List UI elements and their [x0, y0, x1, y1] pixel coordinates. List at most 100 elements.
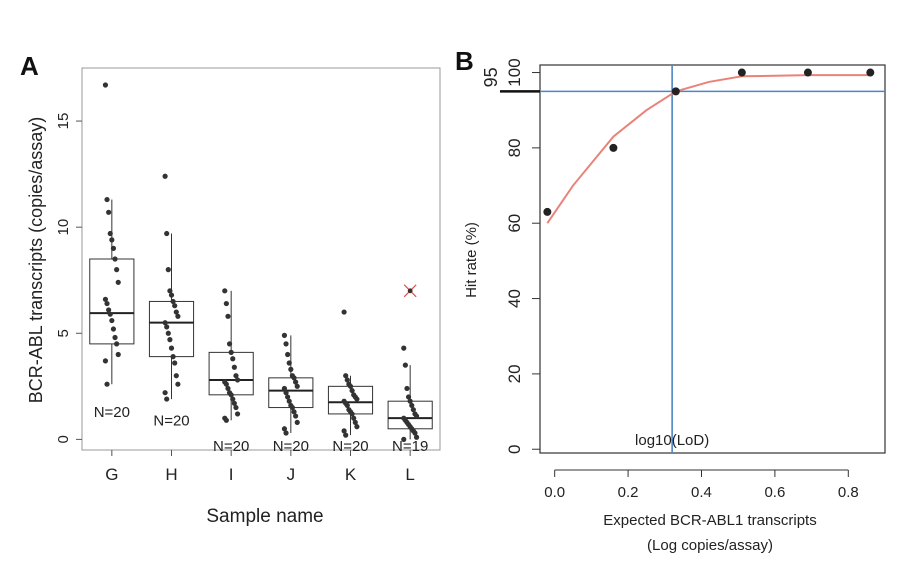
- data-point: [286, 398, 292, 404]
- data-point: [110, 245, 117, 251]
- data-point: [351, 415, 357, 421]
- data-point: [167, 288, 173, 294]
- hit-rate-point: [803, 68, 812, 77]
- panel-b-reference-lines: [540, 65, 885, 453]
- panel-a-y-axis: 0 5 10 15: [55, 113, 82, 444]
- data-point: [341, 309, 347, 315]
- data-point: [294, 383, 300, 389]
- y-tick-label: 0: [505, 444, 524, 453]
- x-tick-label: 0.6: [764, 484, 785, 501]
- y-tick-label: 100: [505, 58, 524, 86]
- data-point: [344, 377, 350, 383]
- data-point: [168, 292, 175, 298]
- data-point: [112, 334, 118, 341]
- data-point: [233, 404, 239, 411]
- data-point: [349, 411, 355, 417]
- box-G: N=20: [89, 82, 135, 421]
- data-point: [286, 360, 292, 366]
- data-point: [175, 381, 181, 387]
- data-point: [162, 390, 168, 396]
- n-label: N=20: [273, 438, 309, 455]
- data-point: [102, 358, 109, 364]
- box-I: N=20: [208, 288, 254, 455]
- data-point: [283, 390, 289, 396]
- panel-b-x-title: Expected BCR-ABL1 transcripts: [603, 512, 816, 529]
- x-tick-label: 0.0: [544, 484, 565, 501]
- box-J: N=20: [268, 332, 314, 455]
- data-point: [114, 267, 120, 273]
- x-tick-label: 0.8: [838, 484, 859, 501]
- data-point: [168, 345, 175, 351]
- x-tick-label: L: [405, 465, 414, 484]
- data-point: [404, 385, 410, 392]
- data-point: [162, 173, 168, 179]
- data-point: [223, 417, 229, 423]
- hit-rate-point: [737, 68, 746, 77]
- data-point: [223, 381, 229, 387]
- data-point: [173, 373, 179, 379]
- data-point: [281, 385, 288, 392]
- y-tick-label: 15: [55, 113, 72, 130]
- data-point: [352, 419, 358, 426]
- data-point: [293, 379, 299, 385]
- data-point: [225, 313, 231, 319]
- data-point: [293, 413, 299, 419]
- data-point: [409, 402, 415, 409]
- data-point: [230, 356, 236, 362]
- data-point: [407, 398, 413, 404]
- panel-b-x-axis: 0.0 0.2 0.4 0.6 0.8: [544, 469, 859, 501]
- data-point: [109, 237, 115, 243]
- n-label: N=19: [392, 438, 428, 455]
- data-point: [164, 230, 170, 237]
- panel-a: A 0 5 10 15 G H I J K L N=20 N=20 N=20 N=20 N=20 N=19…: [20, 51, 441, 527]
- n-label: N=20: [153, 412, 189, 429]
- data-point: [341, 428, 347, 434]
- panel-a-boxes: N=20 N=20 N=20 N=20 N=20 N=19: [89, 82, 433, 455]
- y-tick-label-95: 95: [481, 67, 501, 87]
- panel-b-y-title: Hit rate (%): [463, 222, 480, 298]
- hit-rate-point: [866, 68, 875, 77]
- data-point: [234, 411, 241, 417]
- data-point: [294, 419, 300, 426]
- data-point: [285, 394, 291, 400]
- y-tick-label: 5: [55, 329, 72, 337]
- x-tick-label: K: [345, 465, 357, 484]
- data-point: [172, 303, 178, 309]
- data-point: [344, 402, 350, 409]
- data-point: [283, 430, 289, 436]
- lod-label: log10(LoD): [635, 432, 709, 449]
- data-point: [164, 324, 170, 330]
- box-L: N=19: [387, 284, 433, 455]
- data-point: [354, 396, 360, 402]
- x-tick-label: G: [105, 465, 118, 484]
- data-point: [104, 381, 110, 387]
- data-point: [106, 209, 112, 215]
- box-H: N=20: [148, 173, 195, 429]
- data-point: [106, 307, 112, 313]
- data-point: [291, 375, 297, 381]
- data-point: [223, 300, 229, 307]
- box-K: N=20: [327, 309, 374, 455]
- data-point: [401, 345, 407, 351]
- data-point: [167, 337, 173, 343]
- data-point: [162, 320, 168, 326]
- data-point: [349, 387, 355, 394]
- data-point: [104, 196, 110, 203]
- data-point: [110, 326, 117, 332]
- data-point: [173, 309, 179, 315]
- data-point: [228, 392, 234, 398]
- data-point: [225, 385, 231, 392]
- y-tick-label: 10: [55, 219, 72, 236]
- data-point: [231, 400, 237, 406]
- data-point: [231, 364, 237, 370]
- data-point: [115, 279, 121, 285]
- data-point: [281, 332, 288, 338]
- data-point: [107, 230, 113, 237]
- data-point: [401, 436, 407, 442]
- data-point: [412, 430, 418, 436]
- fit-curve: [546, 74, 871, 224]
- hit-rate-point: [609, 143, 618, 152]
- data-point: [172, 360, 178, 366]
